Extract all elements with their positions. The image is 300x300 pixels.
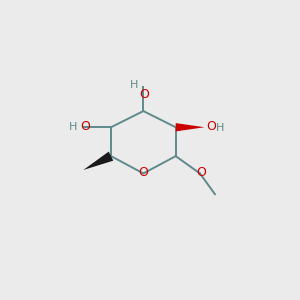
Text: O: O: [196, 166, 206, 179]
Text: O: O: [206, 120, 216, 133]
Text: H: H: [69, 122, 77, 132]
Text: H: H: [215, 123, 224, 133]
Text: O: O: [80, 120, 90, 133]
Polygon shape: [176, 123, 205, 131]
Text: O: O: [139, 88, 149, 101]
Polygon shape: [83, 152, 113, 170]
Text: H: H: [130, 80, 138, 89]
Text: O: O: [138, 166, 148, 179]
